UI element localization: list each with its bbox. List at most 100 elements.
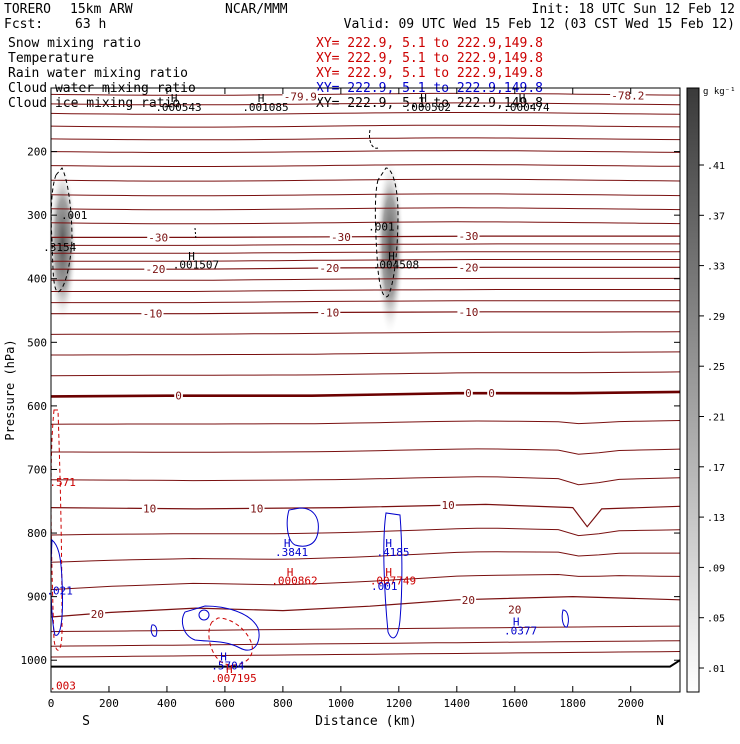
y-tick-label-6: 800 (27, 527, 47, 540)
temperature-label-4: -20 (319, 262, 339, 275)
cloud-water-contour-1170km (383, 512, 403, 639)
init-time: Init: 18 UTC Sun 12 Feb 12 (532, 2, 736, 17)
temperature-label-16-bg (460, 593, 477, 606)
legend-temperature-xy: XY= 222.9, 5.1 to 222.9,149.8 (316, 51, 543, 66)
temperature-label-7-bg (318, 306, 341, 319)
rain-max-value-1: .007749 (370, 575, 416, 588)
rain-max-value-0: .000862 (271, 575, 317, 588)
ice-max-marker-1: H (388, 250, 395, 263)
rain-contour-south (50, 409, 63, 651)
organization: NCAR/MMM (225, 2, 288, 17)
ice-shading-1 (376, 157, 405, 336)
ice-max-value-1: .004508 (373, 259, 419, 272)
colorbar-tick-label-5: .21 (707, 413, 725, 424)
colorbar: g kg⁻¹ .01 .05 .09 .13 .17 .21 .25 .29 .33 .37 .41 (686, 87, 736, 693)
temperature-label-5-bg (457, 261, 480, 274)
temperature-label-2-bg (457, 230, 480, 243)
forecast-label: Fcst: (4, 17, 43, 32)
colorbar-unit: g kg⁻¹ (703, 87, 736, 97)
temperature-label-18: -79.9 (284, 90, 317, 103)
isotherm-minor-0-2 (51, 251, 680, 254)
temperature-label-15: 20 (91, 608, 104, 621)
temperature-label-3: -20 (145, 263, 165, 276)
isotherm-minor-1-3 (51, 300, 680, 304)
rain-max-value-2: .007195 (210, 672, 256, 685)
valid-time: Valid: 09 UTC Wed 15 Feb 12 (03 CST Wed … (344, 17, 735, 32)
snow-max-marker-0: H (171, 92, 178, 105)
x-tick-label-3: 600 (215, 697, 235, 710)
y-tick-label-7: 900 (27, 591, 47, 604)
isotherm-minor-3-1 (50, 420, 681, 425)
ice-label-0: .001 (61, 209, 88, 222)
legend-snow-name: Snow mixing ratio (8, 36, 141, 51)
cloud-water-max-value-3: .5704 (211, 659, 244, 672)
contour-labels: -30 -30 -30 -20 -20 -20 -10 -10 -10 0 0 0 10 10 10 20 20… (43, 89, 646, 693)
isotherm-minor-0-3 (51, 259, 680, 262)
temperature-label-17-bg (507, 603, 523, 616)
x-tick-label-4: 800 (273, 697, 293, 710)
isotherm-upper-1 (50, 102, 681, 106)
cloud-water-max-marker-0: H (284, 537, 291, 550)
temperature-label-12-bg (141, 502, 158, 515)
temperature-label-19: -78.2 (611, 90, 644, 103)
cloud-water-contour-small-1 (150, 624, 158, 637)
model-name: TORERO (4, 2, 51, 17)
snow-max-value-3: .000474 (503, 101, 550, 114)
snow-max-value-1: .001085 (242, 101, 288, 114)
snow-max-marker-1: H (258, 92, 265, 105)
temperature-label-7: -10 (319, 306, 339, 319)
cloud-water-max-marker-3: H (220, 650, 227, 663)
y-tick-label-4: 600 (27, 400, 47, 413)
temperature-label-9-bg (174, 389, 183, 402)
temperature-label-5: -20 (458, 261, 478, 274)
y-tick-label-5: 700 (27, 463, 47, 476)
legend-snow-xy: XY= 222.9, 5.1 to 222.9,149.8 (316, 36, 543, 51)
ice-label-2: .001 (368, 221, 395, 234)
temperature-label-17: 20 (508, 603, 521, 616)
ice-shading-layer (48, 157, 405, 336)
colorbar-tick-label-4: .17 (707, 463, 725, 474)
cloud-water-contour-800km (286, 507, 319, 547)
y-tick-label-2: 400 (27, 273, 47, 286)
cloud-water-contour-small-2 (561, 609, 569, 628)
colorbar-tick-label-1: .05 (707, 614, 725, 625)
temperature-label-14: 10 (441, 499, 454, 512)
isotherm-lower-2 (50, 651, 681, 658)
x-tick-label-7: 1400 (444, 697, 471, 710)
temperature-label-19-bg (610, 89, 646, 102)
temperature-label-11: 0 (488, 387, 495, 400)
isotherm-minor-4-1 (50, 527, 681, 537)
temperature-label-10-bg (464, 387, 473, 400)
cloud-water-max-value-0: .3841 (275, 546, 308, 559)
colorbar-tick-label-10: .41 (707, 161, 725, 172)
isotherm-upper-3 (50, 124, 681, 128)
x-axis-label: Distance (km) (315, 714, 417, 729)
ice-label-1: .3154 (43, 241, 76, 254)
temperature-label-9: 0 (175, 390, 182, 403)
cloud-water-label-1: .021 (46, 584, 73, 597)
x-tick-label-8: 1600 (502, 697, 529, 710)
rain-max-marker-1: H (385, 566, 392, 579)
temperature-label-0-bg (147, 231, 170, 244)
ground-line (51, 659, 681, 668)
temperature-label-3-bg (144, 263, 167, 276)
temperature-label-10: 0 (465, 387, 472, 400)
rain-max-marker-2: H (226, 663, 233, 676)
isotherm-10 (50, 503, 681, 528)
cloud-water-contour-600km-inner (198, 609, 210, 621)
ice-contour-south (50, 167, 73, 293)
isotherm-lower-0 (50, 625, 681, 633)
forecast-hours: 63 h (75, 17, 106, 32)
temperature-label-8-bg (457, 305, 480, 318)
temperature-label-15-bg (89, 607, 106, 620)
colorbar-tick-label-6: .25 (707, 362, 725, 373)
snow-max-marker-2: H (420, 92, 427, 105)
isotherm-upper-2 (50, 112, 681, 115)
snow-max-marker-3: H (519, 92, 526, 105)
north-end-label: N (656, 714, 664, 729)
temperature-label-6: -10 (143, 308, 163, 321)
temperature-label-16: 20 (462, 594, 475, 607)
cloud-water-max-value-2: .0377 (504, 624, 537, 637)
